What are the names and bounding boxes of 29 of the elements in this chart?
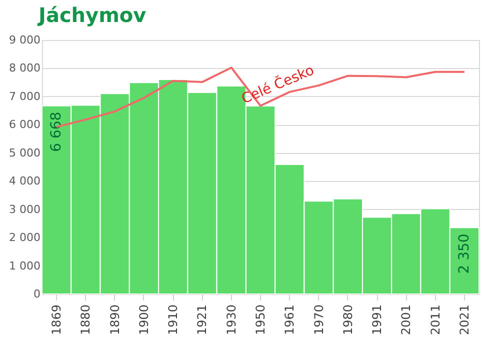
x-tick-label: 1890 [108, 304, 122, 336]
y-tick-label: 3 000 [9, 202, 40, 216]
x-tick-label: 2021 [457, 304, 472, 336]
x-tick-label: 1869 [50, 304, 64, 336]
x-tick-label: 1921 [195, 304, 210, 336]
text: Celé Česko [238, 62, 317, 108]
y-tick-label: 4 000 [9, 174, 40, 188]
y-tick-label: 7 000 [9, 90, 40, 103]
y-tick-label: 1 000 [9, 259, 40, 272]
data-label: 2 350 [456, 234, 472, 274]
data-label: 6 668 [48, 112, 65, 152]
x-tick-label: 1970 [312, 304, 326, 336]
x-tick-label: 2001 [399, 304, 414, 336]
x-tick-label: 1910 [166, 304, 180, 336]
chart-title: Jáchymov [36, 3, 146, 27]
x-tick-label: 1950 [254, 304, 268, 336]
x-tick-label: 2011 [428, 304, 442, 336]
x-tick-label: 1880 [78, 304, 93, 336]
x-tick-label: 1991 [370, 304, 384, 336]
x-tick-label: 1900 [136, 304, 151, 336]
x-tick-label: 1930 [224, 304, 238, 336]
y-tick-label: 8 000 [9, 62, 40, 75]
y-tick-label: 5 000 [9, 146, 40, 160]
y-tick-label: 0 [34, 288, 40, 300]
y-tick-label: 9 000 [9, 34, 40, 46]
x-tick-label: 1980 [340, 304, 355, 336]
x-tick-label: 1961 [282, 304, 297, 336]
y-tick-label: 2 000 [9, 231, 40, 244]
y-tick-label: 6 000 [9, 118, 40, 132]
